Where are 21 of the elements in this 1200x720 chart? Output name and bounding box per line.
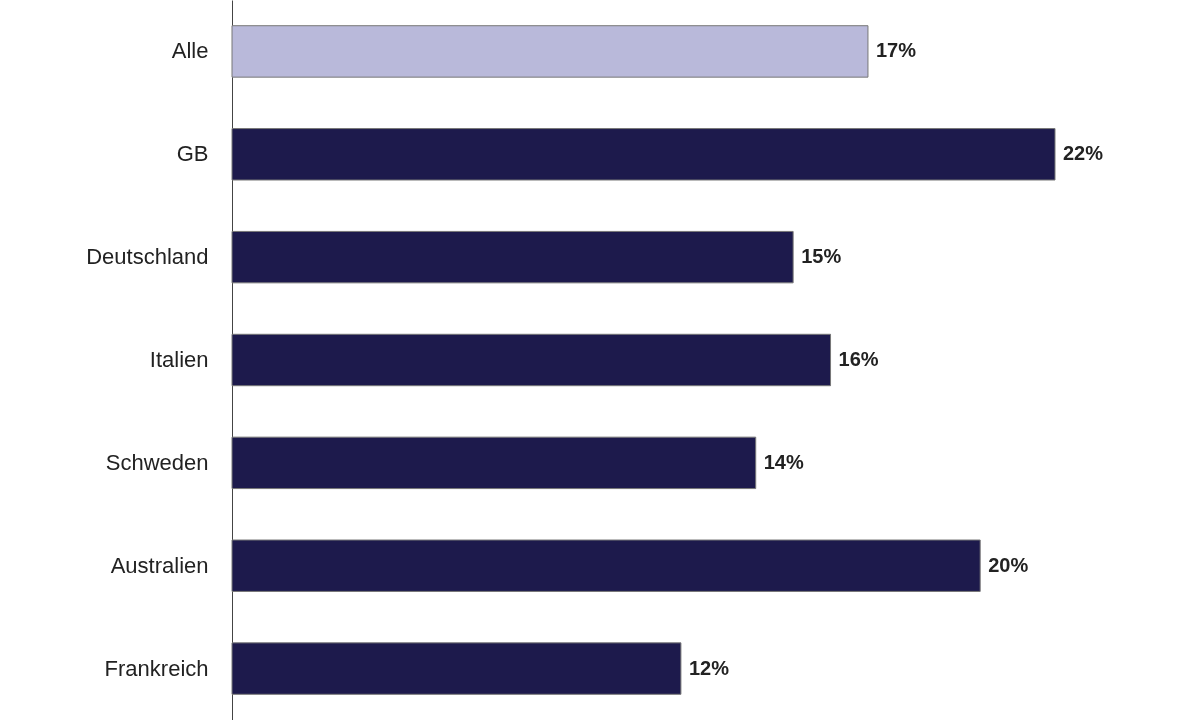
data-label: 20% bbox=[988, 553, 1029, 576]
y-tick-label: Alle bbox=[171, 38, 209, 64]
data-label: 15% bbox=[801, 245, 842, 268]
y-tick-label: Frankreich bbox=[104, 655, 209, 681]
data-label: 12% bbox=[688, 656, 730, 679]
bar bbox=[231, 642, 682, 695]
bar bbox=[231, 25, 869, 78]
y-tick-label: Schweden bbox=[105, 449, 209, 475]
bar bbox=[231, 230, 794, 284]
bar bbox=[231, 128, 1056, 181]
bar bbox=[231, 333, 832, 387]
bar bbox=[231, 436, 757, 490]
y-tick-label: Italien bbox=[149, 347, 209, 372]
y-tick-label: Deutschland bbox=[86, 244, 209, 270]
data-label: 14% bbox=[763, 450, 804, 473]
data-label: 16% bbox=[838, 348, 879, 370]
y-tick-label: Australien bbox=[110, 552, 209, 578]
y-tick-label: GB bbox=[176, 141, 209, 167]
bar bbox=[231, 539, 981, 592]
data-label: 22% bbox=[1063, 142, 1104, 165]
data-label: 17% bbox=[875, 39, 917, 62]
